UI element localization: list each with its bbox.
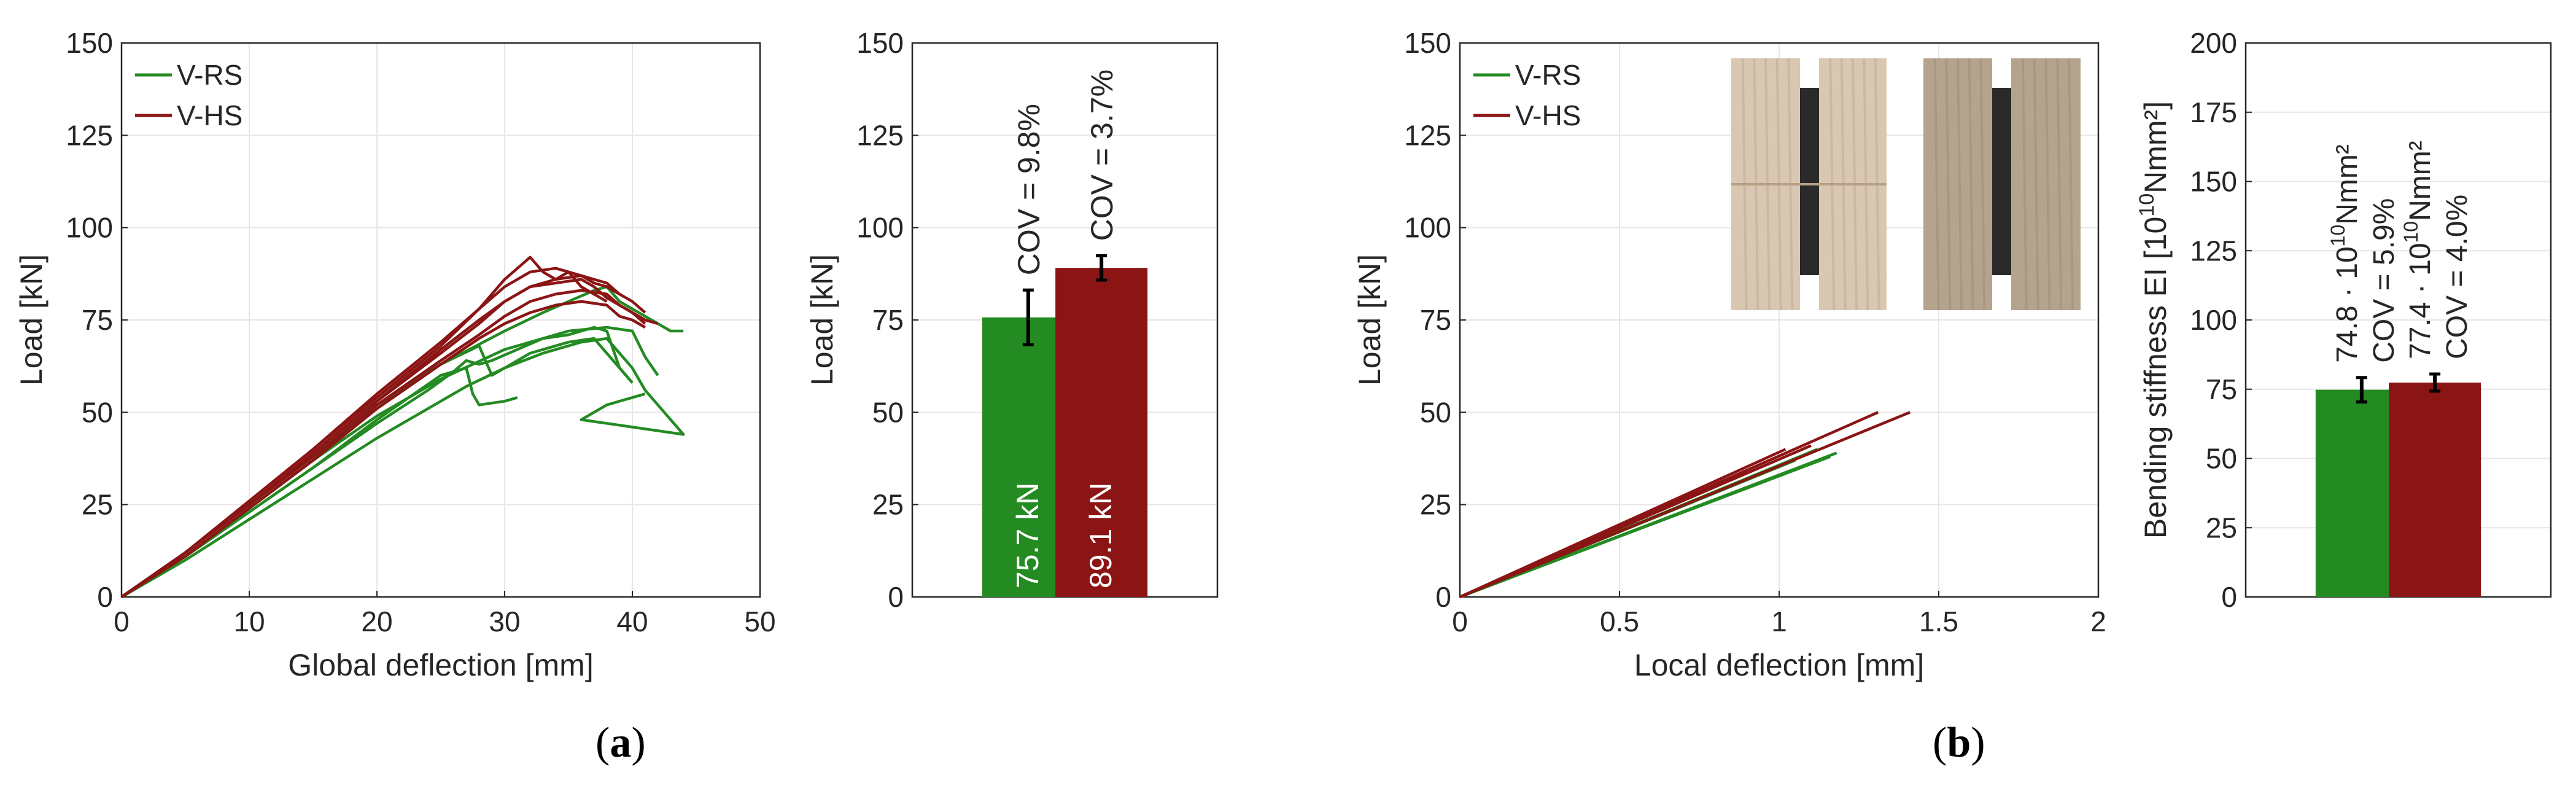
series-line-v-rs: [120, 285, 684, 598]
wood-piece: [1923, 58, 1992, 310]
bar-v-hs: [1055, 268, 1148, 597]
xtick-label: 0: [114, 606, 130, 637]
xtick-label: 2: [2090, 606, 2106, 637]
ytick-label: 50: [82, 396, 113, 428]
x-axis-label: Local deflection [mm]: [1634, 648, 1924, 682]
chart-load-vs-global-deflection: 0 25 50 75 100 125 150 0 10 20 30 40 50 V-RS V-HS Globa…: [14, 27, 776, 682]
series-line-v-hs: [120, 274, 646, 598]
series-line-v-rs: [120, 337, 685, 598]
wood-grain: [2044, 58, 2051, 311]
chart-load-vs-local-deflection: 0 25 50 75 100 125 150 0 0.5 1 1.5 2 V-RS V-HS Local d…: [1352, 27, 2106, 682]
wood-grain: [1968, 58, 1974, 311]
wood-grain: [2056, 58, 2063, 311]
wood-grain: [1979, 58, 1986, 311]
legend-label-v-hs: V-HS: [1515, 99, 1581, 131]
series-line-v-rs: [120, 325, 659, 598]
y-axis-label: Bending stiffness EI [1010Nmm²]: [2135, 101, 2173, 539]
ytick-label: 150: [2190, 166, 2237, 198]
series-line-v-hs: [120, 278, 646, 598]
series-line-v-rs: [120, 366, 518, 598]
bar-value-label: 75.7 kN: [1011, 483, 1045, 588]
plot-frame: [120, 42, 761, 598]
bar-v-hs: [2389, 382, 2481, 597]
ytick-label: 0: [888, 581, 904, 613]
xtick-label: 40: [616, 606, 648, 637]
x-axis-label: Global deflection [mm]: [288, 648, 593, 682]
ytick-label: 175: [2190, 96, 2237, 128]
cov-annotation: COV = 5.9%: [2368, 198, 2400, 363]
specimen-photo: [1731, 58, 2081, 311]
wood-grain: [2021, 58, 2028, 311]
stiffness-annotation: 77.4 · 1010Nmm²: [2400, 141, 2437, 359]
ytick-label: 150: [856, 27, 904, 59]
xtick-label: 30: [489, 606, 520, 637]
ytick-label: 25: [1420, 489, 1451, 521]
series-line-v-hs: [120, 300, 646, 598]
series-line-v-rs: [1459, 455, 1831, 599]
ytick-label: 25: [2206, 512, 2237, 544]
ytick-label: 125: [1404, 119, 1451, 151]
bar-value-label: 89.1 kN: [1084, 483, 1118, 588]
ytick-label: 100: [2190, 304, 2237, 336]
ytick-label: 100: [66, 212, 113, 244]
ytick-label: 125: [66, 119, 113, 151]
cov-annotation: COV = 4.0%: [2441, 195, 2473, 359]
series-line-v-hs: [1459, 411, 1911, 599]
ytick-label: 75: [1420, 304, 1451, 336]
cov-annotation: COV = 3.7%: [1085, 69, 1119, 241]
wood-piece: [2011, 58, 2081, 310]
legend-label-v-rs: V-RS: [1515, 59, 1581, 91]
xtick-label: 10: [233, 606, 265, 637]
chart-mean-load-bars: 0 25 50 75 100 125 150 75.7 kN COV = 9.8% 89.1 kN…: [805, 27, 1219, 613]
wood-grain: [1945, 58, 1952, 311]
wood-grain: [1933, 58, 1940, 311]
wood-grain: [2068, 58, 2074, 311]
ytick-label: 200: [2190, 27, 2237, 59]
ytick-label: 125: [856, 119, 904, 151]
steel-plate: [1800, 88, 1819, 275]
ytick-label: 125: [2190, 235, 2237, 267]
ytick-label: 50: [2206, 443, 2237, 475]
ytick-label: 150: [1404, 27, 1451, 59]
ytick-label: 75: [82, 304, 113, 336]
stiffness-annotation: 74.8 · 1010Nmm²: [2327, 144, 2364, 363]
ytick-label: 0: [97, 581, 113, 613]
ytick-label: 25: [872, 489, 904, 521]
ytick-label: 100: [1404, 212, 1451, 244]
plot-frame: [1459, 42, 2100, 598]
xtick-label: 20: [361, 606, 392, 637]
ytick-label: 100: [856, 212, 904, 244]
legend-label-v-rs: V-RS: [177, 59, 242, 91]
y-axis-label: Load [kN]: [14, 254, 48, 386]
y-axis-label: Load [kN]: [805, 254, 839, 386]
panel-label-a: (a): [596, 719, 646, 766]
ytick-label: 25: [82, 489, 113, 521]
series-line-v-hs: [1459, 444, 1812, 599]
xtick-label: 0: [1452, 606, 1468, 637]
y-axis-label: Load [kN]: [1352, 254, 1387, 386]
series-line-v-hs: [120, 267, 621, 598]
xtick-label: 50: [744, 606, 775, 637]
ytick-label: 50: [872, 396, 904, 428]
ytick-label: 0: [1435, 581, 1451, 613]
wood-grain: [1957, 58, 1963, 311]
steel-plate: [1992, 88, 2011, 275]
xtick-label: 0.5: [1600, 606, 1639, 637]
xtick-label: 1: [1771, 606, 1787, 637]
ytick-label: 50: [1420, 396, 1451, 428]
cov-annotation: COV = 9.8%: [1012, 104, 1046, 275]
xtick-label: 1.5: [1919, 606, 1958, 637]
ytick-label: 75: [2206, 373, 2237, 405]
ytick-label: 75: [872, 304, 904, 336]
legend-label-v-hs: V-HS: [177, 99, 242, 131]
wood-grain: [2033, 58, 2039, 311]
ytick-label: 0: [2221, 581, 2237, 613]
ytick-label: 150: [66, 27, 113, 59]
panel-label-b: (b): [1933, 719, 1985, 766]
